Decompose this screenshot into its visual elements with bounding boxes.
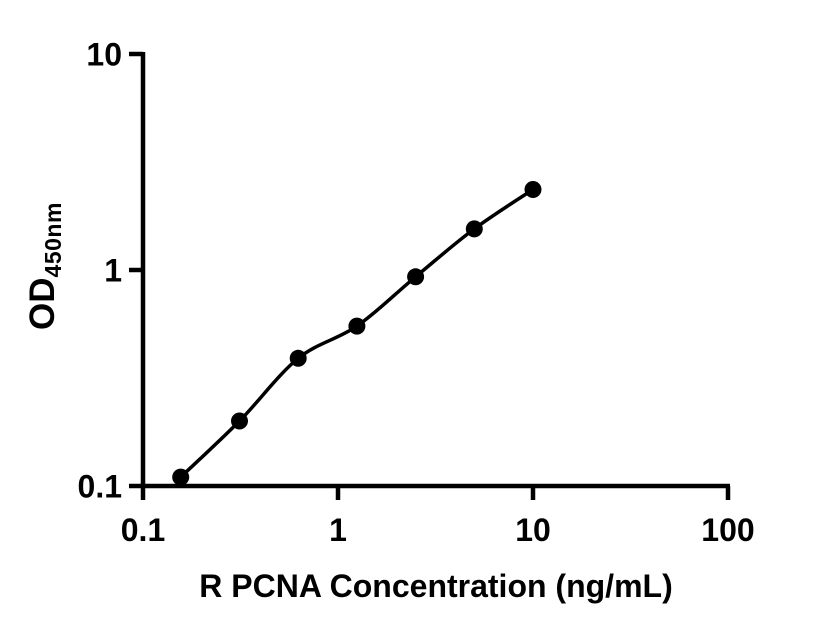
y-axis-title: OD450nm [23, 202, 66, 330]
data-point-marker [407, 268, 425, 286]
y-axis-title-main: OD [23, 277, 62, 330]
x-axis-title: R PCNA Concentration (ng/mL) [199, 568, 673, 604]
x-tick-label: 10 [515, 512, 551, 548]
data-point-marker [524, 181, 542, 198]
y-tick-label: 0.1 [78, 469, 122, 505]
x-tick-label: 1 [329, 512, 347, 548]
axis-ticks [129, 51, 731, 500]
data-point-markers [172, 181, 542, 486]
data-point-marker [172, 468, 190, 486]
data-point-marker [231, 412, 248, 430]
data-point-marker [289, 349, 307, 367]
y-tick-label: 1 [104, 253, 122, 289]
axis-tick-labels: 10 1 0.1 0.1 1 10 100 [78, 37, 755, 549]
x-tick-label: 0.1 [121, 512, 165, 548]
y-axis-title-subscript: 450nm [40, 202, 66, 278]
x-tick-label: 100 [701, 512, 754, 548]
data-point-marker [465, 220, 483, 238]
data-point-marker [348, 317, 366, 335]
y-tick-label: 10 [86, 37, 122, 73]
